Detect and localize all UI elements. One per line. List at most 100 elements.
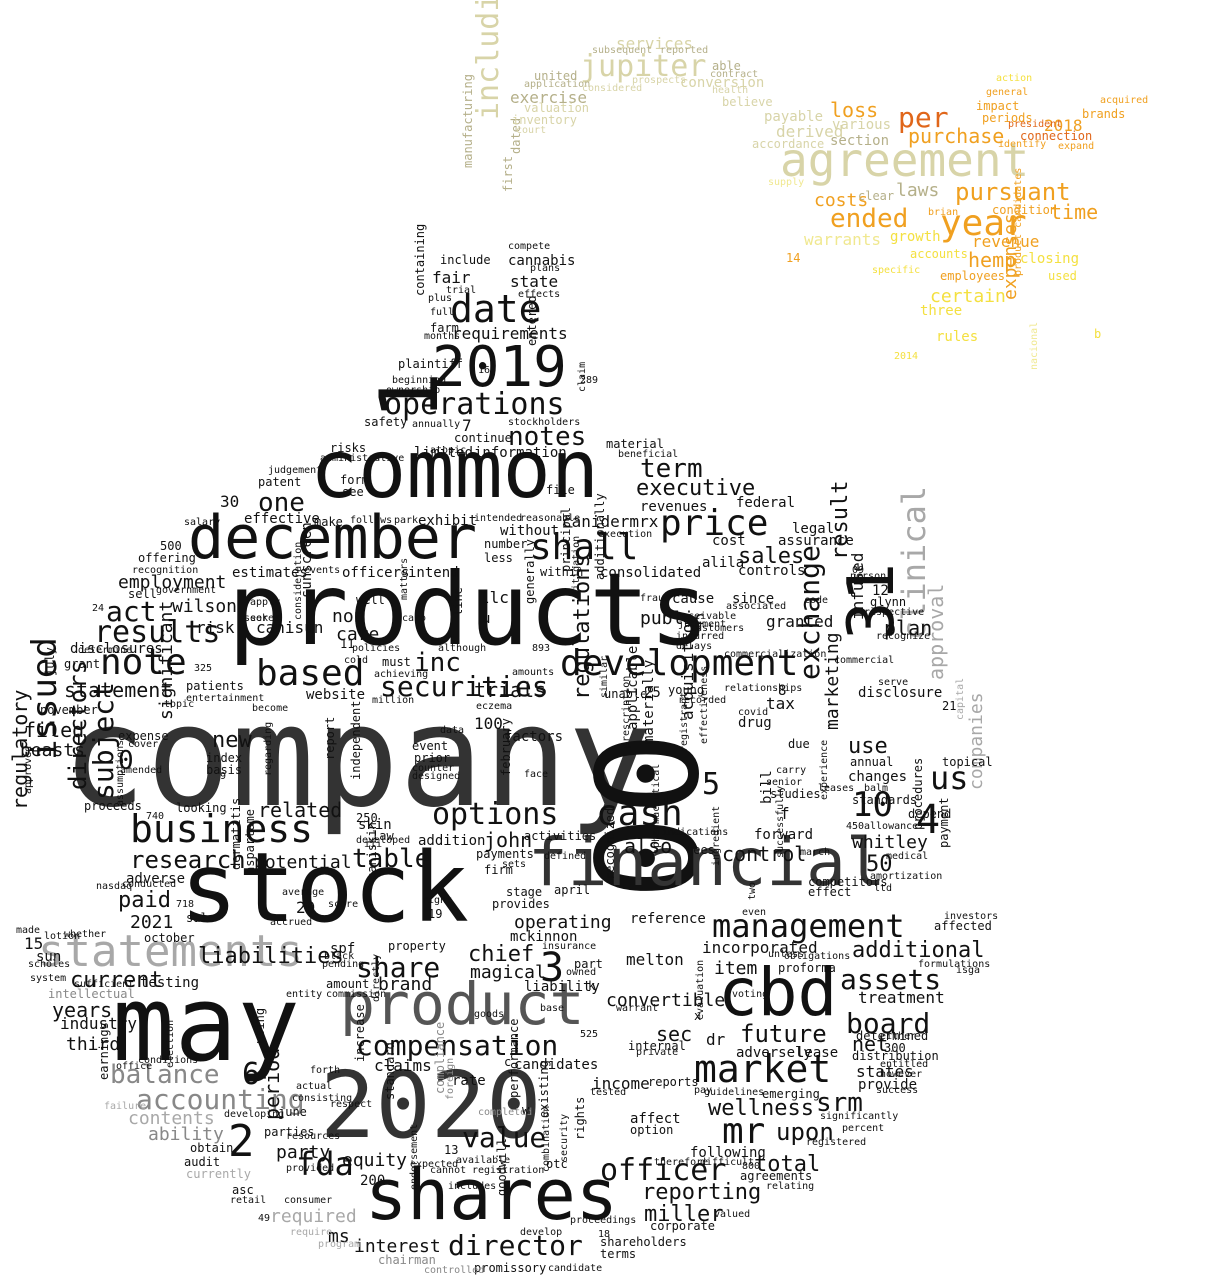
word-cloud-word: filed bbox=[24, 718, 85, 742]
word-cloud-word: clear bbox=[858, 189, 895, 203]
word-cloud-word: three bbox=[920, 303, 963, 319]
word-cloud-word: commercial bbox=[834, 655, 895, 666]
word-cloud-word: srm bbox=[816, 1088, 863, 1118]
word-cloud-word: estimates bbox=[232, 565, 308, 581]
word-cloud-word: 49 bbox=[258, 1213, 271, 1224]
word-cloud-word: interest bbox=[354, 1236, 441, 1257]
word-cloud-word: recognize bbox=[876, 631, 931, 642]
word-cloud-word: effects bbox=[518, 289, 561, 300]
word-cloud-word: ingredient bbox=[711, 805, 722, 866]
word-cloud-word: aspartame bbox=[243, 808, 257, 874]
word-cloud-word: program bbox=[318, 1239, 361, 1250]
word-cloud-word: november bbox=[40, 703, 98, 717]
word-cloud-word: president bbox=[1008, 119, 1063, 130]
word-cloud-word: candidates bbox=[514, 1057, 599, 1073]
word-cloud-word: shall bbox=[530, 527, 639, 568]
word-cloud-word: event bbox=[412, 739, 449, 753]
word-cloud-word: since bbox=[732, 591, 775, 607]
word-cloud-word: use bbox=[848, 734, 888, 759]
word-cloud-word: disclosures bbox=[70, 641, 163, 657]
word-cloud-word: years bbox=[52, 998, 113, 1022]
word-cloud-word: cost bbox=[712, 533, 746, 549]
word-cloud-word: determined bbox=[856, 1029, 929, 1043]
word-cloud-word: valued bbox=[714, 1209, 751, 1220]
word-cloud-word: risk bbox=[196, 618, 235, 637]
word-cloud-word: k bbox=[588, 979, 596, 993]
word-cloud-word: activities bbox=[524, 829, 597, 843]
word-cloud-word: melton bbox=[626, 950, 684, 969]
word-cloud-word: 450 bbox=[846, 821, 865, 832]
word-cloud-word: unless bbox=[768, 949, 805, 960]
word-cloud-word: 30 bbox=[220, 492, 240, 511]
word-cloud-word: success bbox=[876, 1085, 919, 1096]
word-cloud-word: 24 bbox=[92, 603, 105, 614]
word-cloud-word: conditions bbox=[138, 1055, 199, 1066]
word-cloud-word: 718 bbox=[176, 899, 195, 910]
word-cloud-word: market bbox=[694, 1047, 832, 1091]
word-cloud-word: file bbox=[546, 483, 575, 497]
word-cloud-word: currently bbox=[186, 1167, 252, 1181]
word-cloud-word: nacional bbox=[1029, 321, 1040, 370]
word-cloud-word: beneficial bbox=[618, 449, 679, 460]
word-cloud-word: form bbox=[340, 473, 369, 487]
word-cloud-word: apply bbox=[250, 597, 281, 608]
word-cloud-word: base bbox=[540, 1003, 565, 1014]
word-cloud-word: relating bbox=[766, 1181, 815, 1192]
word-cloud-word: execution bbox=[598, 529, 653, 540]
word-cloud-word: results bbox=[94, 615, 221, 650]
word-cloud-word: c bbox=[504, 1055, 512, 1069]
word-cloud-word: code bbox=[804, 595, 829, 606]
word-cloud-word: recorded bbox=[678, 695, 727, 706]
word-cloud-word: promissory bbox=[474, 1261, 547, 1275]
word-cloud-word: control bbox=[722, 842, 807, 866]
word-cloud-word: public bbox=[640, 608, 706, 629]
word-cloud-word: resources bbox=[286, 1131, 341, 1142]
word-cloud-word: consisting bbox=[292, 1093, 353, 1104]
word-cloud-word: may bbox=[112, 963, 300, 1085]
word-cloud-word: value bbox=[462, 1121, 547, 1154]
word-cloud-word: payment bbox=[937, 797, 951, 848]
word-cloud-word: investors bbox=[944, 911, 999, 922]
word-cloud-word: goods bbox=[474, 1009, 505, 1020]
word-cloud-word: amended bbox=[120, 765, 163, 776]
word-cloud-word: first bbox=[501, 155, 515, 192]
word-cloud-word: annually bbox=[412, 419, 461, 430]
word-cloud-word: affected bbox=[934, 919, 992, 933]
word-cloud-word: statement bbox=[64, 678, 173, 702]
word-cloud-word: management bbox=[712, 907, 905, 945]
word-cloud-word: intellectual bbox=[48, 987, 135, 1001]
word-cloud-word: general bbox=[986, 87, 1029, 98]
word-cloud-word: purchase bbox=[908, 124, 1005, 148]
word-cloud-word: warrant bbox=[616, 1003, 659, 1014]
word-cloud-word: accounting bbox=[136, 1083, 305, 1116]
word-cloud-word: forth bbox=[310, 1065, 341, 1076]
word-cloud-word: judgement bbox=[268, 465, 323, 476]
word-cloud-word: park bbox=[394, 515, 419, 526]
word-cloud-word: cause bbox=[672, 591, 715, 607]
word-cloud-word: cannot bbox=[430, 1165, 467, 1176]
word-cloud-word: increase bbox=[353, 1004, 367, 1062]
word-cloud-word: policies bbox=[352, 643, 401, 654]
word-cloud-word: consumer bbox=[284, 1195, 333, 1206]
word-cloud-word: entitled bbox=[880, 1059, 929, 1070]
word-cloud-word: rights bbox=[573, 1096, 587, 1140]
word-cloud-word: proforma bbox=[778, 961, 836, 975]
word-cloud-word: considered bbox=[582, 83, 643, 94]
word-cloud-word: standard bbox=[383, 1042, 397, 1100]
word-cloud-word: section bbox=[830, 133, 890, 149]
word-cloud-word: two bbox=[747, 881, 758, 900]
word-cloud-word: fraud bbox=[640, 593, 671, 604]
word-cloud-word: 893 bbox=[532, 643, 551, 654]
word-cloud-word: sets bbox=[502, 859, 527, 870]
word-cloud-word: director bbox=[448, 1229, 583, 1262]
word-cloud-word: index bbox=[206, 751, 243, 765]
word-cloud-word: hemp bbox=[968, 248, 1017, 272]
word-cloud-word: 14 bbox=[786, 251, 801, 265]
word-cloud-word: research bbox=[130, 846, 246, 874]
word-cloud-word: capital bbox=[955, 677, 966, 720]
word-cloud-word: regarding bbox=[263, 721, 274, 776]
word-cloud-word: firm bbox=[484, 863, 513, 877]
word-cloud-word: government bbox=[156, 585, 217, 596]
word-cloud-word: alila bbox=[702, 555, 745, 571]
word-cloud-word: using bbox=[253, 1007, 267, 1044]
